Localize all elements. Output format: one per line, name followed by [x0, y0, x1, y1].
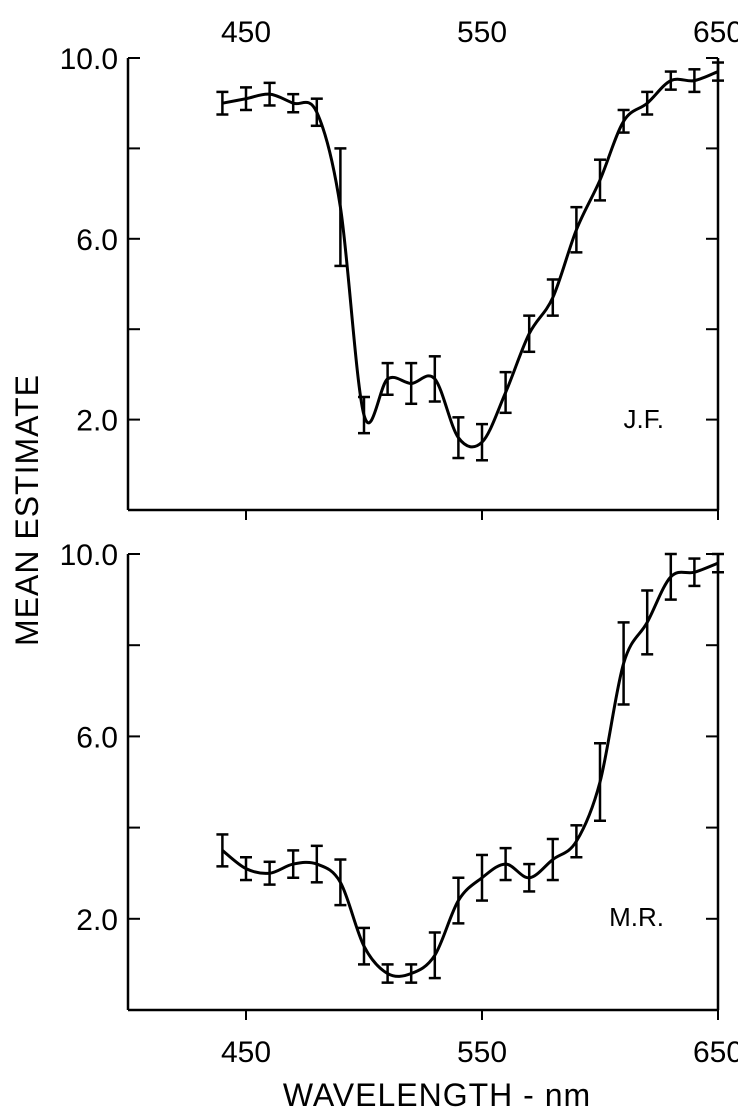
error-bar	[476, 853, 488, 902]
error-bar	[216, 90, 229, 116]
error-bar	[570, 205, 583, 254]
error-bar	[523, 314, 536, 354]
x-tick-label: 450	[221, 1036, 271, 1069]
y-tick-label: 6.0	[76, 721, 118, 754]
error-bar	[546, 278, 559, 317]
error-bar	[428, 931, 441, 980]
error-bar	[712, 61, 724, 82]
series-line	[222, 70, 719, 449]
error-bar	[452, 416, 465, 460]
panel-label: J.F.	[624, 404, 664, 434]
error-bar	[310, 97, 323, 128]
series-line	[221, 561, 719, 978]
error-bar	[641, 589, 654, 656]
y-tick-label: 10.0	[60, 43, 118, 76]
error-bar	[240, 855, 252, 882]
y-tick-label: 6.0	[76, 224, 118, 257]
x-axis-title: WAVELENGTH - nm	[283, 1077, 591, 1113]
x-tick-label: 650	[693, 16, 738, 49]
y-tick-label: 2.0	[76, 405, 118, 438]
error-bar	[240, 86, 252, 112]
y-tick-label: 10.0	[60, 539, 118, 572]
x-tick-label: 550	[457, 16, 507, 49]
error-bar	[452, 876, 465, 925]
error-bar	[594, 741, 606, 823]
error-bar	[310, 844, 323, 884]
error-bar	[405, 963, 418, 984]
error-bar	[476, 422, 488, 462]
error-bar	[688, 557, 701, 588]
error-bar	[617, 108, 630, 134]
error-bar	[287, 92, 300, 114]
error-bar	[617, 621, 630, 706]
x-tick-label: 550	[457, 1036, 507, 1069]
error-bar	[664, 70, 677, 91]
error-bar	[664, 552, 677, 601]
error-bar	[381, 963, 394, 984]
error-bar	[428, 355, 441, 403]
error-bar	[263, 860, 276, 886]
error-bar	[688, 68, 701, 94]
error-bar	[546, 837, 559, 882]
error-bar	[334, 858, 347, 907]
error-bar	[594, 158, 606, 202]
error-bar	[499, 370, 512, 415]
error-bar	[523, 862, 536, 893]
y-tick-label: 2.0	[76, 904, 118, 937]
error-bar	[263, 81, 276, 107]
error-bar	[287, 849, 300, 880]
error-bar	[499, 846, 512, 882]
error-bar	[216, 833, 229, 868]
y-axis-title: MEAN ESTIMATE	[9, 374, 45, 646]
error-bar	[358, 926, 370, 966]
error-bar	[405, 361, 418, 406]
x-tick-label: 450	[221, 16, 271, 49]
panel-label: M.R.	[609, 902, 664, 932]
error-bar	[641, 90, 654, 116]
x-tick-label: 650	[693, 1036, 738, 1069]
error-bar	[570, 824, 583, 859]
panel-mr: 10.0 6.0 2.0 450 550 650 M.R.	[60, 539, 738, 1069]
error-bar	[381, 361, 394, 396]
panel-jf: 10.0 6.0 2.0 450 550 650 J.F.	[60, 16, 738, 520]
error-bar	[712, 552, 724, 574]
error-bar	[334, 147, 347, 268]
error-bar	[358, 395, 370, 435]
